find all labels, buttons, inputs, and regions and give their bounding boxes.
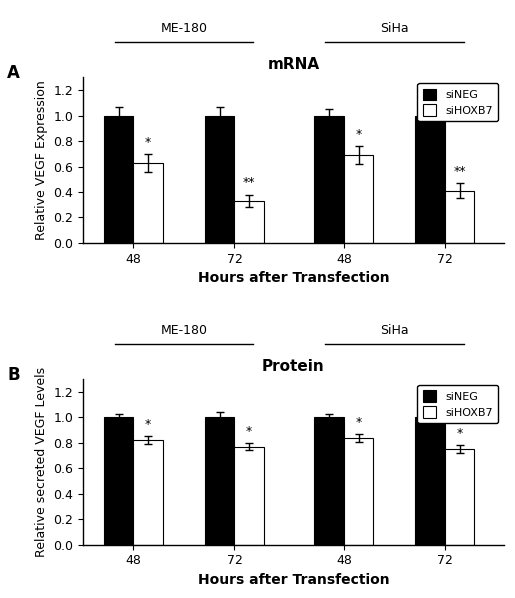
Bar — [416, 417, 445, 545]
Legend: siNEG, siHOXB7: siNEG, siHOXB7 — [417, 83, 499, 121]
Bar — [205, 417, 234, 545]
Bar — [315, 115, 344, 243]
Bar — [445, 449, 474, 545]
X-axis label: Hours after Transfection: Hours after Transfection — [198, 573, 389, 587]
Bar — [104, 115, 133, 243]
Bar — [445, 191, 474, 243]
Title: mRNA: mRNA — [267, 57, 319, 72]
Bar — [205, 115, 234, 243]
Text: *: * — [145, 136, 151, 149]
Bar — [344, 155, 373, 243]
Y-axis label: Relative secreted VEGF Levels: Relative secreted VEGF Levels — [35, 367, 48, 557]
Text: *: * — [246, 425, 252, 438]
Bar — [315, 417, 344, 545]
Bar — [133, 440, 163, 545]
Text: *: * — [355, 416, 362, 429]
Text: SiHa: SiHa — [380, 22, 409, 35]
Text: **: ** — [243, 176, 255, 190]
Text: ME-180: ME-180 — [161, 324, 208, 337]
Text: SiHa: SiHa — [380, 324, 409, 337]
Bar — [234, 201, 264, 243]
Bar — [416, 115, 445, 243]
Bar — [344, 438, 373, 545]
Text: ME-180: ME-180 — [161, 22, 208, 35]
Bar — [104, 417, 133, 545]
Text: **: ** — [453, 165, 466, 178]
Text: B: B — [7, 366, 20, 384]
Bar — [234, 447, 264, 545]
Title: Protein: Protein — [262, 359, 325, 374]
X-axis label: Hours after Transfection: Hours after Transfection — [198, 271, 389, 285]
Text: *: * — [145, 419, 151, 431]
Text: A: A — [7, 64, 20, 83]
Text: *: * — [355, 128, 362, 141]
Y-axis label: Relative VEGF Expression: Relative VEGF Expression — [35, 80, 48, 240]
Text: *: * — [457, 428, 463, 440]
Bar — [133, 163, 163, 243]
Legend: siNEG, siHOXB7: siNEG, siHOXB7 — [417, 385, 499, 423]
